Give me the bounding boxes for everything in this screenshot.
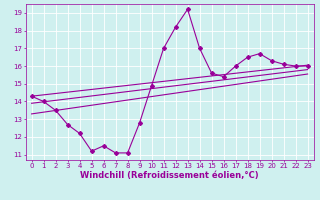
X-axis label: Windchill (Refroidissement éolien,°C): Windchill (Refroidissement éolien,°C) [80, 171, 259, 180]
